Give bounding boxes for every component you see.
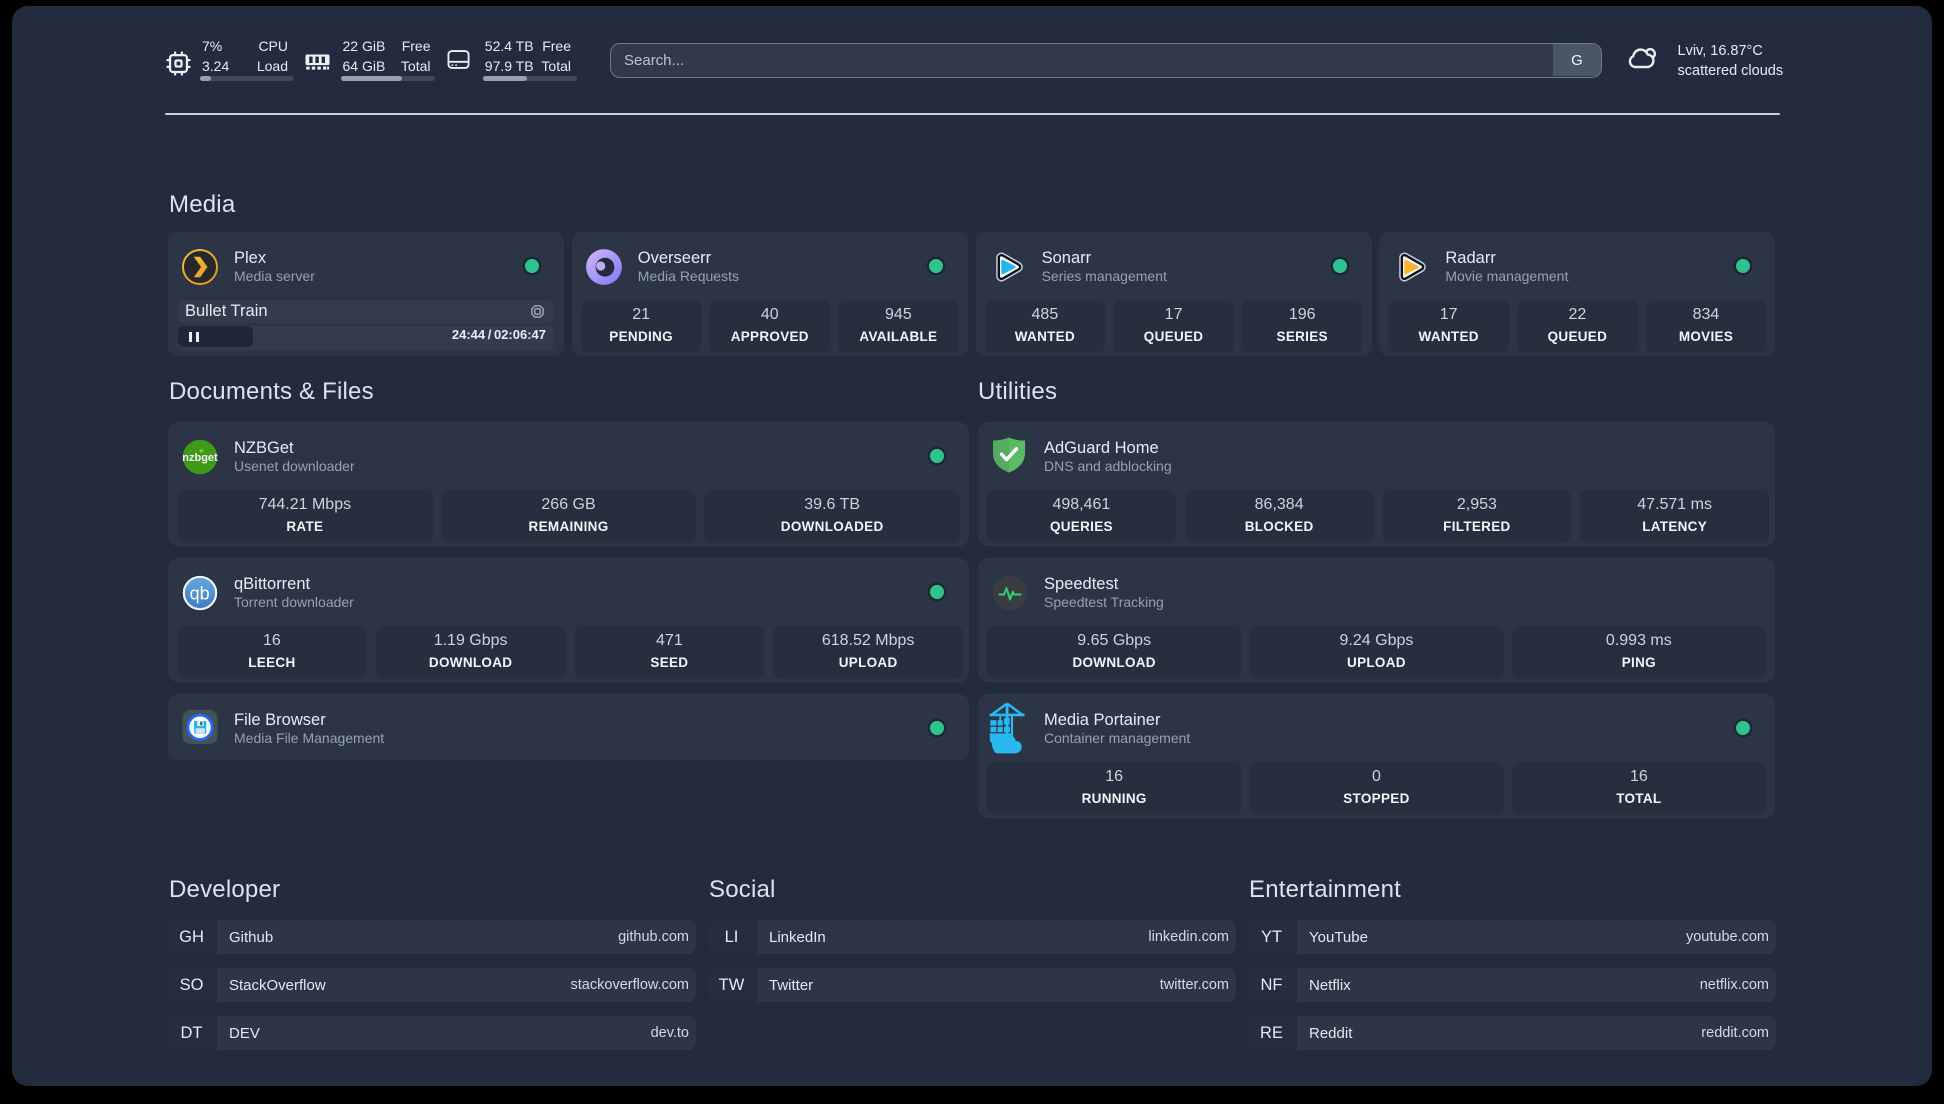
- svg-text:qb: qb: [190, 583, 210, 603]
- svg-text:nzbget: nzbget: [182, 452, 218, 464]
